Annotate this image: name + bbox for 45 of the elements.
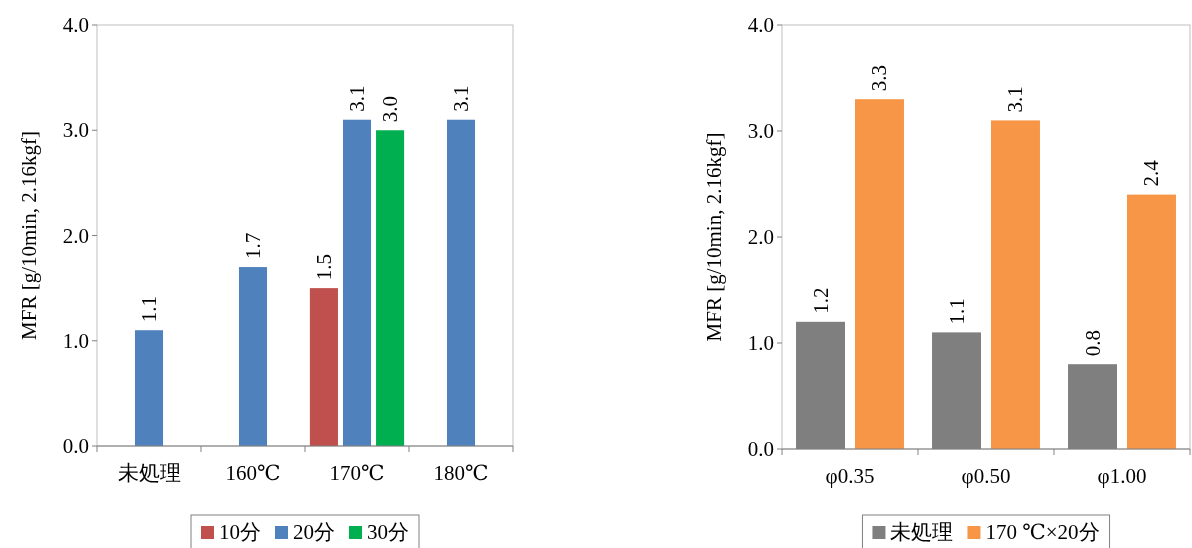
bar bbox=[1127, 194, 1176, 449]
data-label: 1.1 bbox=[137, 295, 161, 323]
bar bbox=[342, 119, 372, 446]
y-tick-label: 1.0 bbox=[747, 331, 774, 355]
x-tick-label: 未処理 bbox=[117, 461, 181, 485]
bar bbox=[376, 130, 405, 446]
y-tick-label: 4.0 bbox=[747, 13, 774, 37]
data-label: 1.5 bbox=[311, 253, 336, 281]
x-tick-label: φ1.00 bbox=[1097, 464, 1147, 488]
x-tick-label: φ0.50 bbox=[961, 464, 1011, 488]
legend-label: 10分 bbox=[219, 520, 261, 544]
y-tick-label: 3.0 bbox=[747, 119, 774, 143]
y-tick-label: 3.0 bbox=[62, 118, 89, 143]
legend-label: 未処理 bbox=[890, 520, 954, 544]
data-label: 3.0 bbox=[378, 96, 403, 123]
bar bbox=[991, 120, 1040, 449]
legend-label: 20分 bbox=[293, 520, 335, 544]
x-tick-label: 160℃ bbox=[225, 461, 281, 485]
bar bbox=[446, 119, 476, 446]
bar bbox=[134, 330, 164, 446]
y-tick-label: 0.0 bbox=[62, 434, 89, 458]
y-axis-title: MFR [g/10min, 2.16kgf] bbox=[17, 131, 41, 340]
x-tick-label: 180℃ bbox=[433, 461, 489, 485]
x-tick-label: φ0.35 bbox=[825, 464, 875, 488]
data-label: 3.1 bbox=[449, 85, 473, 112]
data-label: 1.1 bbox=[944, 298, 969, 325]
legend-label: 170 ℃×20分 bbox=[985, 520, 1100, 544]
bar bbox=[238, 267, 268, 446]
data-label: 1.2 bbox=[808, 287, 833, 314]
data-label: 3.3 bbox=[867, 64, 892, 92]
y-tick-label: 2.0 bbox=[747, 225, 774, 249]
bar bbox=[309, 288, 338, 446]
data-label: 0.8 bbox=[1080, 329, 1105, 357]
y-tick-label: 0.0 bbox=[747, 437, 774, 461]
y-tick-label: 1.0 bbox=[62, 328, 89, 353]
legend-label: 30分 bbox=[367, 520, 409, 544]
y-tick-label: 4.0 bbox=[62, 13, 89, 37]
data-label: 2.4 bbox=[1139, 159, 1164, 187]
data-label: 3.1 bbox=[345, 85, 369, 112]
y-axis-title: MFR [g/10min, 2.16kgf] bbox=[702, 132, 726, 342]
data-label: 3.1 bbox=[1003, 86, 1028, 113]
bar bbox=[855, 99, 904, 449]
x-tick-label: 170℃ bbox=[329, 461, 385, 485]
data-label: 1.7 bbox=[241, 232, 265, 260]
y-tick-label: 2.0 bbox=[62, 223, 89, 248]
